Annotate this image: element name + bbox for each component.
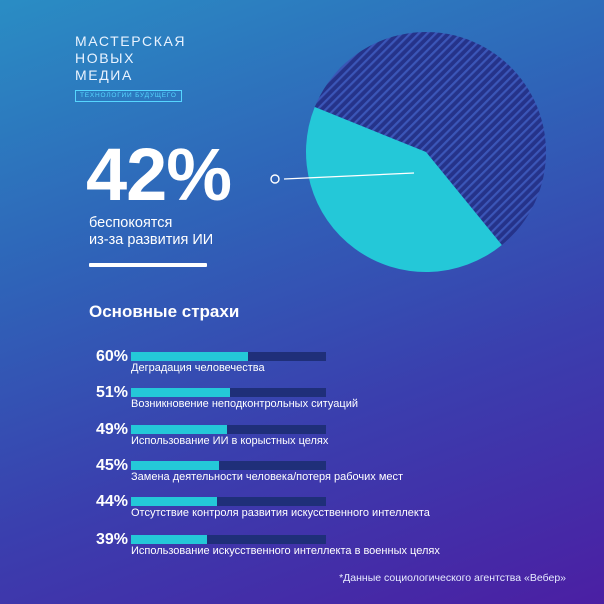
bar-track bbox=[131, 388, 326, 397]
bar-fill bbox=[131, 535, 208, 544]
pie-slice-concerned bbox=[306, 107, 502, 272]
bar-fill bbox=[131, 497, 217, 506]
bar-category-label: Возникновение неподконтрольных ситуаций bbox=[131, 398, 359, 410]
headline-description-line-1: беспокоятся bbox=[89, 215, 173, 231]
bar-category-label: Отсутствие контроля развития искусственн… bbox=[131, 507, 430, 519]
bar-value-label: 51% bbox=[95, 384, 128, 401]
pie-chart bbox=[270, 32, 546, 272]
bar-fill bbox=[131, 388, 231, 397]
bar-fill bbox=[131, 461, 219, 470]
bar-value-label: 44% bbox=[95, 493, 128, 510]
bar-track bbox=[131, 535, 326, 544]
bar-value-label: 60% bbox=[95, 348, 128, 365]
bar-row: 60% Деградация человечества bbox=[0, 347, 604, 383]
bar-track bbox=[131, 461, 326, 470]
bar-fill bbox=[131, 352, 248, 361]
bar-row: 49% Использование ИИ в корыстных целях bbox=[0, 420, 604, 456]
bar-category-label: Использование искусственного интеллекта … bbox=[131, 545, 440, 557]
headline-description-line-2: из-за развития ИИ bbox=[89, 232, 214, 248]
section-title: Основные страхи bbox=[89, 302, 240, 321]
bar-row: 39% Использование искусственного интеллек… bbox=[0, 530, 604, 566]
bar-track bbox=[131, 497, 326, 506]
bar-track bbox=[131, 425, 326, 434]
source-footnote: *Данные социологического агентства «Вебе… bbox=[339, 572, 566, 584]
pie-slice-rest bbox=[314, 32, 546, 245]
bar-value-label: 49% bbox=[95, 421, 128, 438]
pie-callout-line bbox=[283, 172, 415, 180]
bar-value-label: 45% bbox=[95, 457, 128, 474]
bar-value-label: 39% bbox=[95, 531, 128, 548]
brand-logo: МАСТЕРСКАЯ НОВЫХ МЕДИА ТЕХНОЛОГИИ БУДУЩЕ… bbox=[75, 33, 185, 102]
bar-category-label: Использование ИИ в корыстных целях bbox=[131, 435, 329, 447]
bar-fill bbox=[131, 425, 227, 434]
pie-callout-dot bbox=[270, 174, 280, 184]
headline-underline bbox=[89, 263, 207, 267]
bar-category-label: Замена деятельности человека/потеря рабо… bbox=[131, 471, 404, 483]
logo-tagline: ТЕХНОЛОГИИ БУДУЩЕГО bbox=[75, 90, 182, 102]
bar-row: 44% Отсутствие контроля развития искусств… bbox=[0, 492, 604, 528]
bar-row: 51% Возникновение неподконтрольных ситуац… bbox=[0, 383, 604, 419]
headline-percent: 42% bbox=[86, 133, 232, 216]
bar-category-label: Деградация человечества bbox=[131, 362, 265, 374]
bar-track bbox=[131, 352, 326, 361]
headline-description: беспокоятся из-за развития ИИ bbox=[89, 215, 289, 249]
bar-row: 45% Замена деятельности человека/потеря р… bbox=[0, 456, 604, 492]
logo-line-2: НОВЫХ МЕДИА bbox=[75, 50, 136, 83]
logo-line-1: МАСТЕРСКАЯ bbox=[75, 33, 187, 49]
